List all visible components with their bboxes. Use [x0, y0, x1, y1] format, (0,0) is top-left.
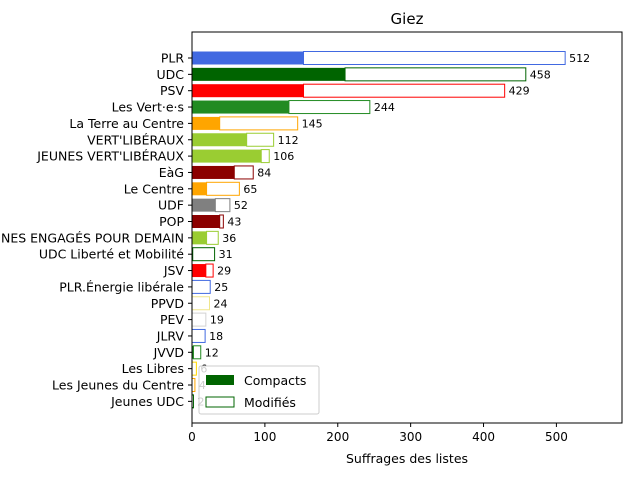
- legend-label-compacts: Compacts: [244, 373, 306, 388]
- value-label-row-12: 31: [219, 248, 233, 261]
- x-tick-label-0: 0: [188, 430, 196, 444]
- category-label-row-18: JVVD: [153, 345, 184, 360]
- bar-modifies-row-1: [344, 67, 527, 82]
- bar-modifies-row-16: [191, 312, 207, 327]
- bar-modifies-row-2: [303, 83, 506, 98]
- value-label-row-4: 145: [302, 117, 323, 130]
- bar-modifies-row-11: [206, 230, 219, 245]
- bar-compacts-row-1: [192, 67, 346, 81]
- bar-compacts-row-6: [192, 149, 262, 163]
- bar-modifies-row-4: [219, 116, 299, 131]
- bar-compacts-row-9: [192, 198, 216, 212]
- bar-modifies-row-17: [191, 328, 206, 343]
- bar-compacts-row-8: [192, 182, 207, 196]
- bar-modifies-row-6: [260, 149, 270, 164]
- category-label-row-20: Les Jeunes du Centre: [52, 378, 184, 393]
- category-label-row-9: UDF: [158, 198, 184, 213]
- value-label-row-18: 12: [205, 346, 219, 359]
- chart-title: Giez: [391, 10, 424, 28]
- bar-modifies-row-3: [288, 100, 371, 115]
- bar-modifies-row-8: [206, 181, 240, 196]
- value-label-row-15: 24: [213, 297, 227, 310]
- value-label-row-1: 458: [530, 68, 551, 81]
- value-label-row-6: 106: [273, 150, 294, 163]
- x-tick-label-2: 200: [326, 430, 349, 444]
- bar-modifies-row-15: [191, 296, 210, 311]
- category-label-row-21: Jeunes UDC: [110, 394, 184, 409]
- legend-swatch-modifies: [205, 396, 235, 408]
- category-label-row-0: PLR: [161, 51, 185, 66]
- bar-compacts-row-18: [192, 345, 194, 359]
- category-label-row-1: UDC: [156, 67, 184, 82]
- x-tick-label-1: 100: [253, 430, 276, 444]
- value-label-row-3: 244: [374, 101, 395, 114]
- x-tick-label-3: 300: [399, 430, 422, 444]
- bar-compacts-row-2: [192, 84, 304, 98]
- legend-swatch-compacts: [206, 375, 234, 385]
- bar-modifies-row-0: [303, 51, 566, 65]
- category-label-row-19: Les Libres: [122, 361, 184, 376]
- category-label-row-15: PPVD: [151, 296, 184, 311]
- category-label-row-6: JEUNES VERT'LIBÉRAUX: [36, 149, 184, 164]
- bar-compacts-row-4: [192, 116, 220, 130]
- category-label-row-3: Les Vert·e·s: [112, 100, 184, 115]
- category-label-row-13: JSV: [163, 263, 185, 278]
- value-label-row-16: 19: [210, 314, 224, 327]
- value-label-row-11: 36: [222, 232, 236, 245]
- category-label-row-17: JLRV: [156, 328, 185, 343]
- value-label-row-14: 25: [214, 281, 228, 294]
- bar-compacts-row-3: [192, 100, 289, 114]
- bar-modifies-row-5: [246, 132, 275, 147]
- value-label-row-5: 112: [278, 134, 299, 147]
- x-axis: 0 100 200 300 400 500: [188, 423, 568, 444]
- legend: Compacts Modifiés: [198, 365, 320, 415]
- bar-modifies-row-10: [219, 214, 224, 229]
- bar-modifies-row-9: [214, 198, 231, 213]
- value-label-row-8: 65: [243, 183, 257, 196]
- value-label-row-9: 52: [234, 199, 248, 212]
- x-tick-label-4: 400: [472, 430, 495, 444]
- bar-compacts-row-10: [192, 215, 220, 228]
- bar-modifies-row-18: [192, 345, 202, 360]
- value-label-row-2: 429: [509, 85, 530, 98]
- bar-compacts-row-0: [192, 51, 304, 65]
- bar-modifies-row-12: [192, 247, 216, 262]
- x-tick-label-5: 500: [545, 430, 568, 444]
- value-label-row-17: 18: [209, 330, 223, 343]
- labels-group: PLR 512 UDC 458 PSV 429 Les Vert·e·s 244 La Terr…: [0, 51, 590, 409]
- bar-modifies-row-13: [205, 263, 214, 278]
- bar-modifies-row-14: [191, 279, 211, 294]
- bar-compacts-row-13: [192, 264, 206, 278]
- bar-compacts-row-11: [192, 231, 207, 245]
- bar-compacts-row-7: [192, 165, 235, 179]
- category-label-row-8: Le Centre: [124, 181, 185, 196]
- bar-modifies-row-7: [233, 165, 254, 180]
- value-label-row-0: 512: [569, 52, 590, 65]
- category-label-row-14: PLR.Énergie libérale: [59, 279, 184, 294]
- plot-frame: [191, 31, 623, 424]
- legend-label-modifies: Modifiés: [244, 395, 296, 410]
- category-label-row-10: POP: [159, 214, 184, 229]
- value-label-row-7: 84: [257, 166, 271, 179]
- bars-group: [191, 51, 566, 409]
- category-label-row-4: La Terre au Centre: [69, 116, 184, 131]
- value-label-row-10: 43: [227, 216, 241, 229]
- category-label-row-7: EàG: [159, 165, 184, 180]
- category-label-row-11: JEUNES ENGAGÉS POUR DEMAIN: [0, 230, 184, 245]
- category-label-row-16: PEV: [160, 312, 184, 327]
- category-label-row-12: UDC Liberté et Mobilité: [39, 247, 184, 262]
- value-label-row-13: 29: [217, 265, 231, 278]
- bar-modifies-row-19: [191, 361, 197, 376]
- category-label-row-5: VERT'LIBÉRAUX: [87, 132, 184, 147]
- category-label-row-2: PSV: [160, 83, 184, 98]
- bar-compacts-row-5: [192, 133, 247, 147]
- x-axis-label: Suffrages des listes: [346, 451, 468, 466]
